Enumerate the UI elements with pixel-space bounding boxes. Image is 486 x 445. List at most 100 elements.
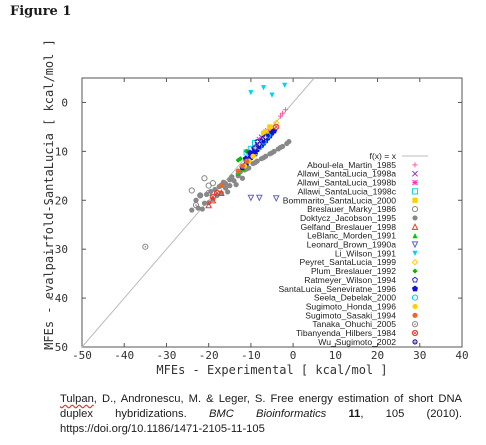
legend-swatch [412, 197, 418, 203]
y-tick-label: -30 [48, 243, 68, 256]
legend-swatch [411, 223, 419, 230]
data-point [192, 202, 200, 209]
legend-swatch-x [413, 331, 417, 335]
series-Leonard_Brown_1990a [247, 194, 280, 203]
data-point [197, 192, 203, 198]
x-tick-label: 10 [329, 349, 342, 362]
data-point [267, 124, 273, 130]
data-point [244, 158, 250, 164]
legend-swatch [411, 258, 419, 266]
data-point [199, 206, 205, 212]
legend-label: Tanaka_Ohuchi_2005 [312, 319, 396, 329]
data-point [233, 182, 239, 188]
legend-swatch [411, 241, 419, 249]
data-point [269, 92, 275, 98]
data-point [235, 168, 241, 174]
legend-label: Bommarito_SantaLucia_2000 [283, 195, 396, 205]
data-point [282, 82, 288, 88]
citation-doi: https://doi.org/10.1186/1471-2105-11-105 [60, 423, 265, 435]
x-tick-label: 40 [455, 349, 468, 362]
series-Sugimoto_Sasaki_1994 [218, 158, 250, 189]
data-point [277, 113, 284, 119]
data-point [260, 130, 267, 136]
legend-label: LeBlanc_Morden_1991 [307, 231, 396, 241]
data-point-cross [255, 139, 260, 144]
data-point [209, 196, 217, 204]
x-axis-title: MFEs - Experimental [ kcal/mol ] [156, 363, 387, 377]
data-point [247, 194, 255, 202]
legend-swatch-cross [413, 340, 417, 344]
data-point [209, 180, 216, 187]
scatter-chart: -50 -40 -30 -20 -10 0 10 20 30 400-10-20-30-40-50… [42, 39, 469, 377]
data-points [142, 82, 292, 250]
figure-title: Figure 1 [10, 4, 72, 19]
data-point [239, 163, 246, 169]
legend-label: Li_Wilson_1991 [335, 248, 396, 258]
data-point [205, 201, 213, 209]
legend-label: Leonard_Brown_1990a [307, 240, 397, 250]
citation-author-first: Tulpan [60, 393, 94, 405]
legend-swatch [411, 276, 419, 283]
data-point-cross [253, 146, 257, 150]
data-point [218, 183, 224, 189]
legend-swatch [412, 179, 418, 186]
data-point [201, 200, 208, 206]
reference-line [81, 77, 315, 348]
citation: Tulpan, D., Andronescu, M. & Leger, S. F… [60, 392, 462, 437]
data-point [286, 138, 292, 145]
data-point [218, 190, 224, 196]
y-tick-label: -40 [48, 292, 68, 305]
legend-swatch [411, 329, 419, 337]
legend-swatch [411, 206, 419, 213]
legend-swatch [412, 303, 418, 310]
data-point-dot [207, 192, 210, 194]
series-Li_Wilson_1991 [248, 82, 288, 98]
legend-label: f(x) = x [370, 151, 397, 161]
x-tick-label: 30 [413, 349, 426, 362]
data-point [142, 243, 149, 250]
data-point [255, 194, 263, 202]
data-point [227, 177, 233, 183]
data-point [250, 153, 256, 159]
data-point [231, 178, 237, 184]
data-point [222, 181, 229, 187]
legend-label: SantaLucia_Seneviratne_1996 [278, 284, 396, 294]
data-point-dot [144, 245, 147, 248]
legend-swatch [412, 170, 418, 177]
legend: f(x) = xAboul-ela_Martin_1985Allawi_Sant… [278, 151, 428, 347]
legend-label: Peyret_SantaLucia_1999 [299, 257, 396, 267]
x-tick-label: 0 [290, 349, 297, 362]
data-point [269, 150, 275, 156]
series-Aboul-ela_Martin_1985 [277, 107, 289, 119]
citation-volume: 11 [348, 408, 361, 420]
series-Tanaka_Ohuchi_2005 [142, 189, 212, 250]
data-point [279, 110, 286, 116]
data-point [193, 197, 199, 203]
citation-pages-year: , 105 (2010). [360, 408, 463, 420]
data-point [222, 185, 229, 191]
data-point [260, 85, 267, 91]
legend-label: Tibanyenda_Hilbers_1984 [296, 328, 396, 338]
series-Bommarito_SantaLucia_2000 [260, 124, 273, 136]
series-Wu_Sugimoto_2002 [252, 134, 269, 151]
x-tick-label: -20 [199, 349, 219, 362]
legend-label: Ratmeyer_Wilson_1994 [304, 275, 396, 285]
data-point [227, 183, 233, 189]
y-axis-title: MFEs - evalpairfold-SantaLucia [ kcal/mo… [42, 39, 56, 350]
legend-label: Sugimoto_Honda_1996 [306, 301, 397, 311]
data-point [195, 205, 201, 211]
legend-label: Doktycz_Jacobson_1995 [300, 213, 396, 223]
axis-labels: MFEs - Experimental [ kcal/mol ] MFEs - e… [42, 39, 388, 377]
data-point [252, 160, 258, 166]
data-point [214, 189, 221, 197]
legend-label: Allawi_SantaLucia_1998a [297, 169, 396, 179]
data-point [205, 189, 212, 197]
legend-label: Aboul-ela_Martin_1985 [307, 160, 396, 170]
legend-swatch [412, 233, 418, 239]
legend-swatch [412, 250, 418, 256]
x-tick-label: -40 [114, 349, 134, 362]
data-point [256, 136, 263, 143]
legend-label: Allawi_SantaLucia_1998b [297, 178, 396, 188]
x-tick-label: -10 [241, 349, 261, 362]
legend-swatch [412, 312, 418, 318]
